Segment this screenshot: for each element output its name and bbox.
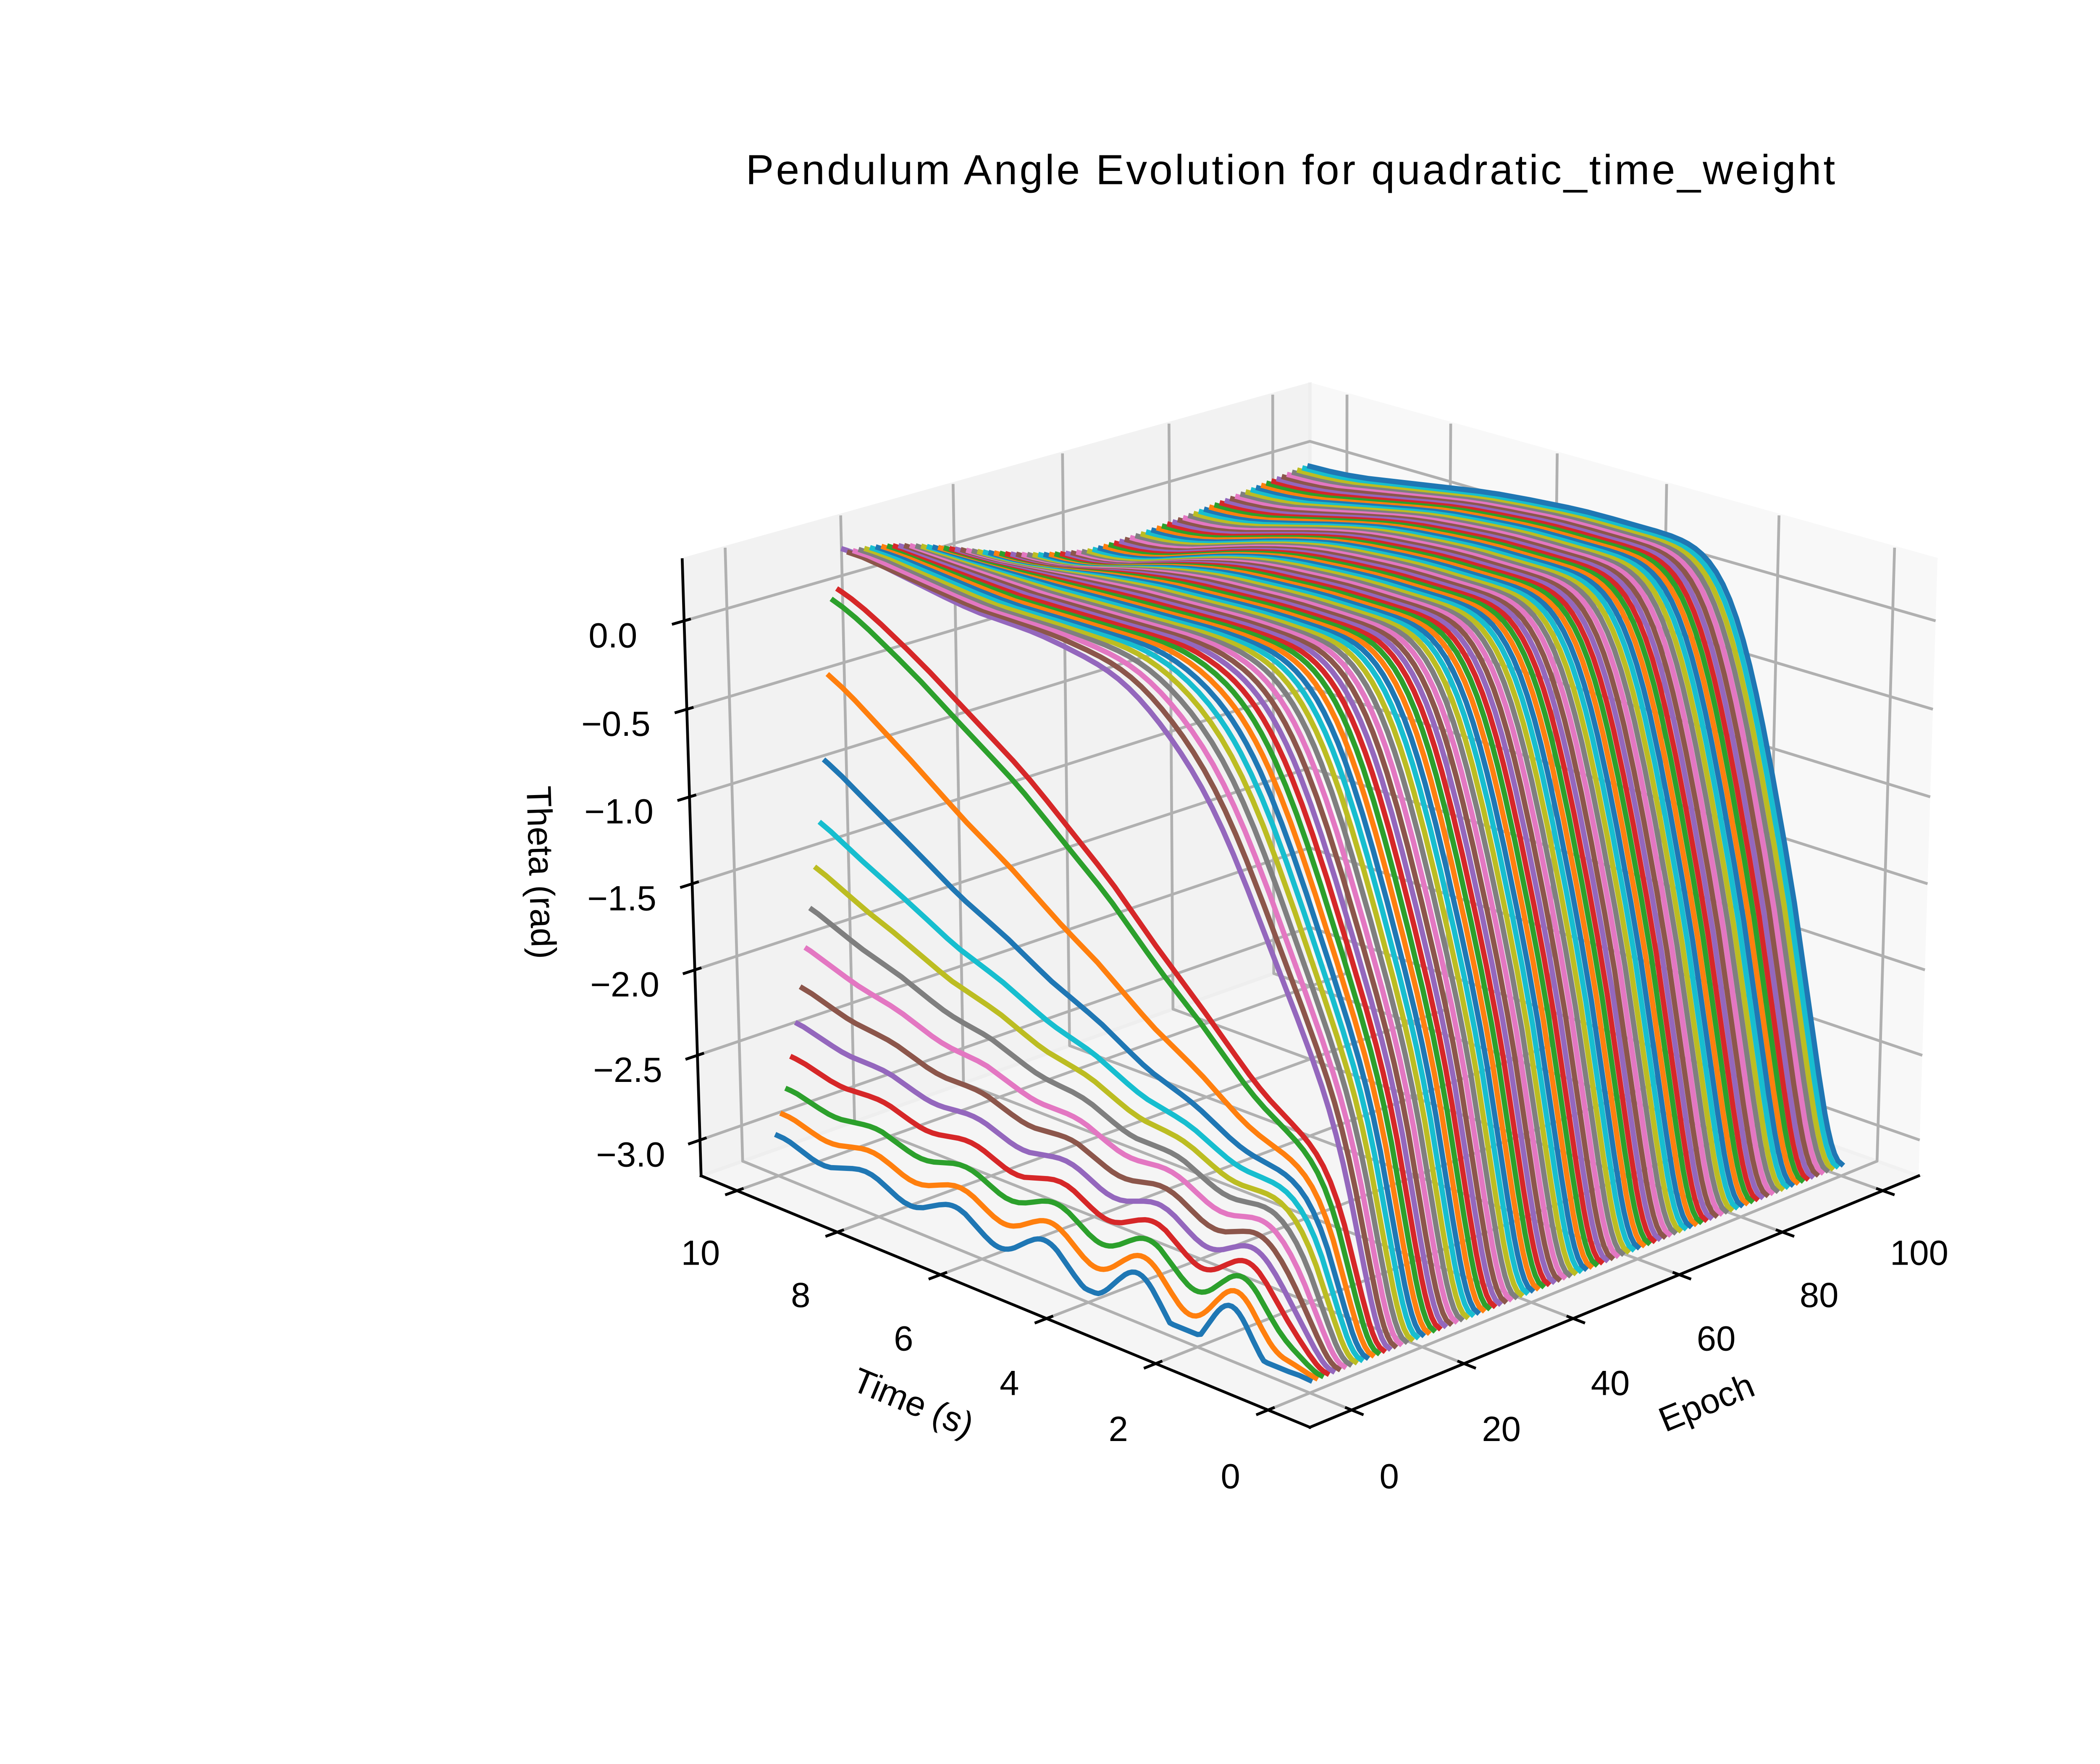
svg-text:−0.5: −0.5 <box>581 704 651 743</box>
svg-text:80: 80 <box>1800 1276 1839 1315</box>
svg-text:0: 0 <box>1221 1457 1240 1496</box>
svg-text:60: 60 <box>1697 1319 1736 1358</box>
svg-text:100: 100 <box>1890 1234 1948 1273</box>
svg-text:−2.0: −2.0 <box>590 965 659 1004</box>
svg-text:Pendulum Angle Evolution for q: Pendulum Angle Evolution for quadratic_t… <box>746 146 1838 193</box>
svg-text:−1.0: −1.0 <box>584 792 654 831</box>
svg-text:40: 40 <box>1591 1364 1630 1403</box>
svg-text:−2.5: −2.5 <box>593 1050 662 1089</box>
svg-text:−1.5: −1.5 <box>587 879 656 918</box>
svg-text:0: 0 <box>1380 1457 1399 1496</box>
svg-text:Theta (rad): Theta (rad) <box>519 785 564 960</box>
svg-text:0.0: 0.0 <box>588 616 637 655</box>
svg-text:10: 10 <box>681 1234 720 1273</box>
svg-text:−3.0: −3.0 <box>596 1135 665 1174</box>
svg-text:6: 6 <box>894 1319 913 1358</box>
svg-text:8: 8 <box>791 1276 810 1315</box>
svg-text:20: 20 <box>1482 1410 1521 1449</box>
svg-text:2: 2 <box>1109 1410 1128 1449</box>
svg-text:4: 4 <box>1000 1364 1019 1403</box>
